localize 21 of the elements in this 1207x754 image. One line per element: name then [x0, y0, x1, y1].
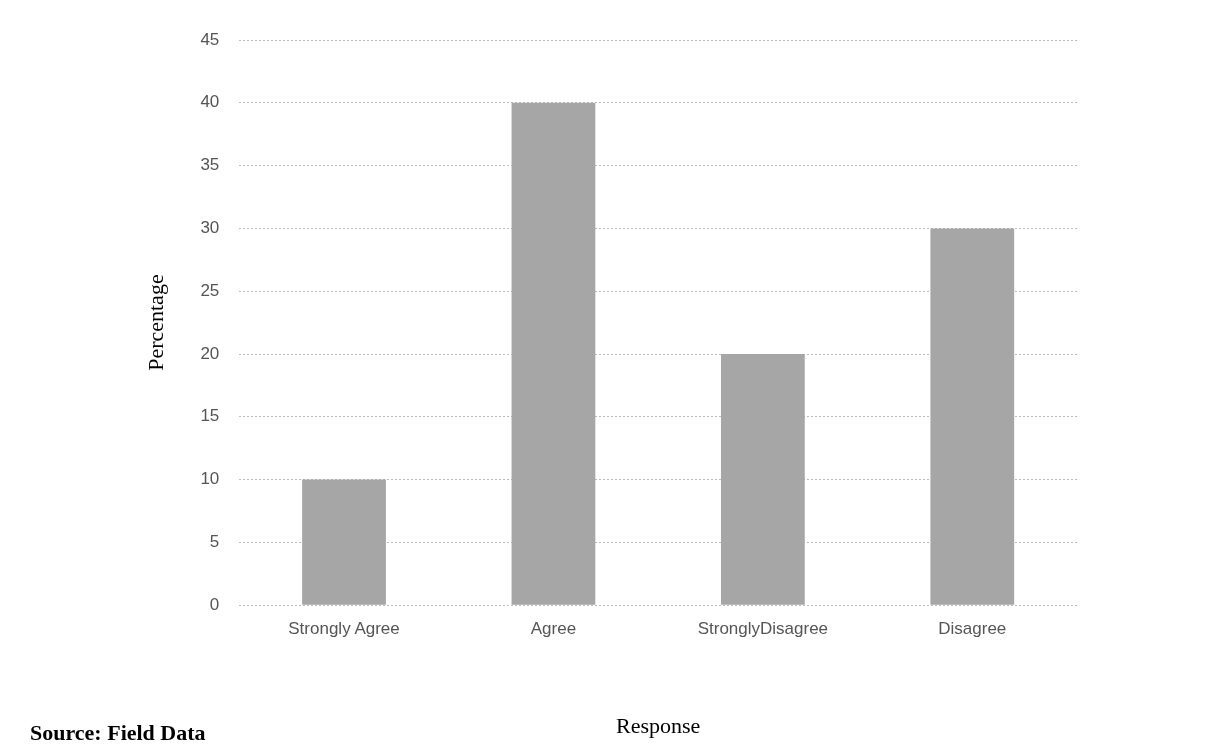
y-axis-title: Percentage — [142, 274, 168, 371]
bar — [511, 102, 596, 605]
y-tick-label: 30 — [200, 218, 220, 238]
x-tick-label: Strongly Agree — [288, 619, 400, 639]
x-tick-label: StronglyDisagree — [697, 619, 829, 639]
y-tick-label: 0 — [209, 594, 220, 614]
x-axis-title: Response — [615, 712, 701, 738]
y-tick-label: 35 — [200, 155, 220, 175]
y-tick-label: 40 — [200, 92, 220, 112]
y-tick-label: 15 — [200, 406, 220, 426]
x-tick-label: Disagree — [938, 619, 1007, 639]
x-tick-label: Agree — [530, 619, 577, 639]
y-tick-label: 45 — [200, 29, 220, 49]
y-tick-label: 10 — [200, 469, 220, 489]
bar — [720, 354, 805, 605]
bar — [302, 479, 386, 605]
y-tick-label: 20 — [200, 343, 220, 363]
y-tick-label: 5 — [209, 532, 220, 552]
source-note: Source: Field Data — [30, 719, 206, 745]
y-tick-label: 25 — [200, 280, 220, 300]
bar — [930, 228, 1015, 605]
